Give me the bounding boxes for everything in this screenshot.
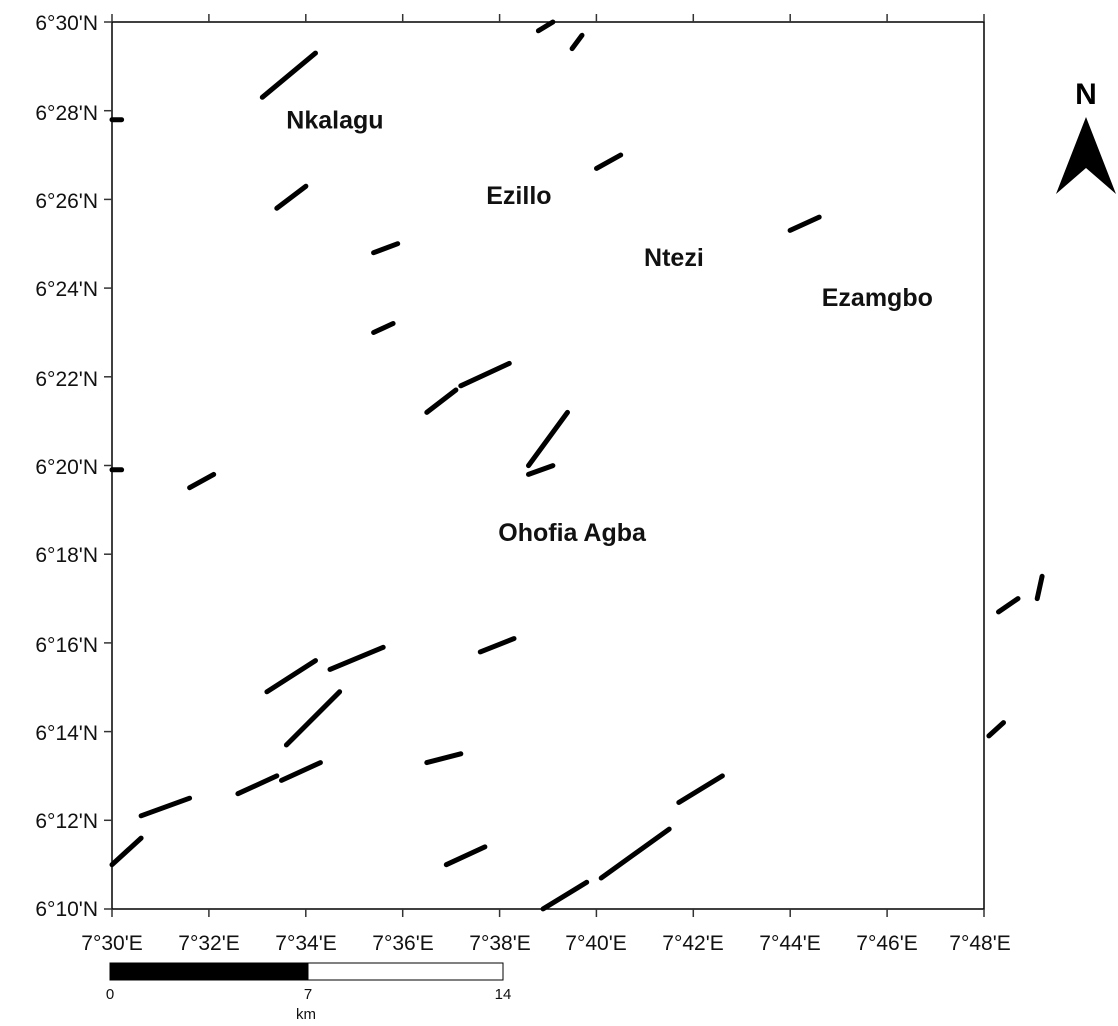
lineament-21 [279, 760, 323, 783]
lineament-12 [569, 32, 585, 52]
lineament-13 [594, 152, 624, 171]
x-tick-label-8: 7°46'E [856, 932, 917, 955]
scale-bar: 0 7 14 km [106, 962, 512, 1023]
lineament-17 [327, 644, 386, 672]
scale-bar-black-segment [109, 962, 309, 981]
lineament-15 [264, 658, 318, 695]
lineament-3 [371, 321, 396, 335]
x-tick-label-0: 7°30'E [81, 932, 142, 955]
x-tick-label-1: 7°32'E [178, 932, 239, 955]
y-axis-labels: 6°30'N 6°28'N 6°26'N 6°24'N 6°22'N 6°20'… [35, 12, 98, 921]
y-tick-label-3: 6°24'N [35, 278, 98, 301]
lineament-layer [109, 19, 1045, 912]
scale-bar-white-segment [307, 962, 504, 981]
north-arrow: N [1056, 78, 1116, 194]
x-tick-label-7: 7°44'E [759, 932, 820, 955]
lineament-26 [598, 826, 672, 881]
place-label-ohofia-agba: Ohofia Agba [498, 519, 647, 547]
lineament-29 [1034, 573, 1045, 602]
lineament-16 [283, 689, 343, 748]
lineament-11 [535, 19, 556, 34]
lineament-19 [424, 751, 464, 766]
y-tick-label-8: 6°14'N [35, 722, 98, 745]
axis-ticks [104, 14, 985, 917]
north-arrow-icon [1056, 117, 1116, 194]
y-tick-label-0: 6°30'N [35, 12, 98, 35]
x-tick-label-4: 7°38'E [469, 932, 530, 955]
lineament-24 [443, 844, 488, 868]
lineament-2 [371, 241, 401, 256]
lineament-4 [424, 387, 459, 415]
place-labels: Nkalagu Ezillo Ntezi Ezamgbo Ohofia Agba [286, 107, 933, 547]
lineament-14 [787, 214, 822, 233]
lineament-18 [477, 636, 517, 655]
x-tick-label-3: 7°36'E [372, 932, 433, 955]
scale-bar-label-0: 0 [106, 986, 114, 1003]
y-tick-label-6: 6°18'N [35, 544, 98, 567]
y-tick-label-7: 6°16'N [35, 634, 98, 657]
scale-bar-unit: km [296, 1006, 316, 1023]
lineament-27 [676, 773, 725, 805]
scale-bar-label-14: 14 [495, 986, 512, 1003]
lineament-25 [540, 879, 590, 912]
scale-bar-label-7: 7 [304, 986, 312, 1003]
lineament-0 [259, 50, 318, 100]
y-tick-label-10: 6°10'N [35, 898, 98, 921]
y-tick-label-1: 6°28'N [35, 102, 98, 125]
x-tick-label-6: 7°42'E [662, 932, 723, 955]
north-arrow-label: N [1075, 78, 1097, 111]
y-tick-label-2: 6°26'N [35, 190, 98, 213]
lineament-5 [458, 360, 512, 389]
lineament-30 [986, 720, 1006, 739]
x-tick-label-2: 7°34'E [275, 932, 336, 955]
y-tick-label-9: 6°12'N [35, 810, 98, 833]
lineament-23 [109, 835, 144, 868]
x-tick-label-5: 7°40'E [565, 932, 626, 955]
place-label-ntezi: Ntezi [644, 244, 704, 272]
place-label-nkalagu: Nkalagu [286, 107, 383, 135]
lineament-1 [274, 183, 309, 211]
y-tick-label-4: 6°22'N [35, 368, 98, 391]
x-tick-label-9: 7°48'E [949, 932, 1010, 955]
y-tick-label-5: 6°20'N [35, 456, 98, 479]
lineament-28 [996, 596, 1021, 615]
x-axis-labels: 7°30'E 7°32'E 7°34'E 7°36'E 7°38'E 7°40'… [81, 932, 1010, 955]
lineament-22 [138, 795, 193, 819]
lineament-20 [235, 773, 280, 797]
place-label-ezillo: Ezillo [486, 182, 551, 210]
lineament-6 [526, 409, 570, 469]
place-label-ezamgbo: Ezamgbo [822, 284, 933, 312]
lineament-7 [526, 463, 556, 477]
lineament-8 [187, 471, 217, 491]
